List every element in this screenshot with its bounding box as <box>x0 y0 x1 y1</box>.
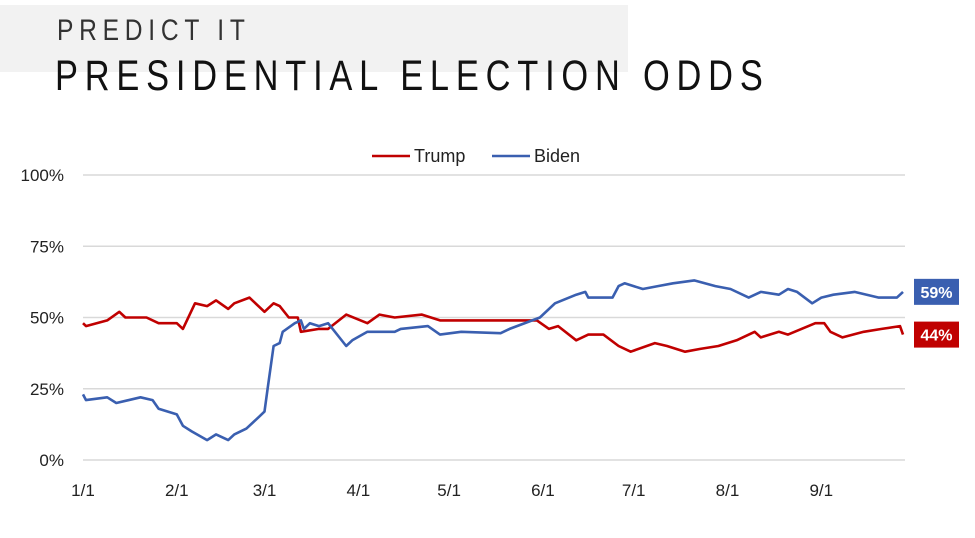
x-tick-label: 4/1 <box>347 481 371 500</box>
x-tick-label: 7/1 <box>622 481 646 500</box>
legend-label-biden: Biden <box>534 146 580 166</box>
end-label-trump: 44% <box>920 328 952 345</box>
x-tick-label: 9/1 <box>809 481 833 500</box>
y-tick-label: 25% <box>30 380 64 399</box>
y-tick-label: 75% <box>30 237 64 256</box>
x-tick-label: 6/1 <box>531 481 555 500</box>
series-line-biden <box>81 279 904 442</box>
series-line-trump <box>82 296 905 354</box>
end-label-biden: 59% <box>920 285 952 302</box>
header-subtitle: PREDICT IT <box>57 14 251 47</box>
x-tick-label: 5/1 <box>437 481 461 500</box>
y-tick-label: 100% <box>21 166 64 185</box>
x-tick-label: 2/1 <box>165 481 189 500</box>
x-tick-label: 1/1 <box>71 481 95 500</box>
y-tick-label: 50% <box>30 309 64 328</box>
x-tick-label: 3/1 <box>253 481 277 500</box>
end-label-box-trump <box>914 321 959 348</box>
header-title: PRESIDENTIAL ELECTION ODDS <box>55 52 770 100</box>
end-label-box-biden <box>914 278 959 305</box>
legend-label-trump: Trump <box>414 146 465 166</box>
header-band <box>0 5 628 72</box>
y-tick-label: 0% <box>39 451 64 470</box>
x-tick-label: 8/1 <box>716 481 740 500</box>
